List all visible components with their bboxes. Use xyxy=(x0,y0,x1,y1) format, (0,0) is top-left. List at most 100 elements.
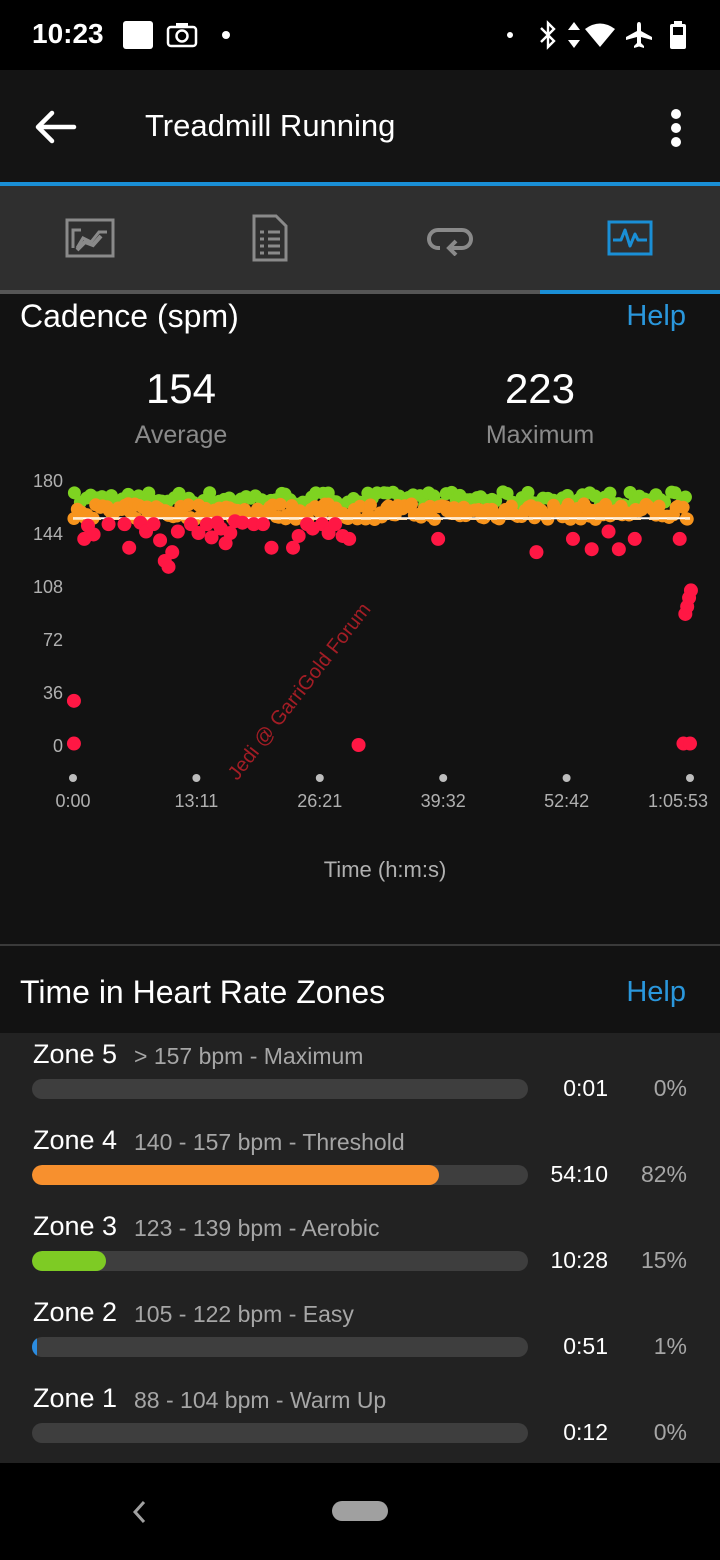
cadence-point-red xyxy=(86,527,101,542)
x-tick-label: 1:05:53 xyxy=(648,791,708,811)
cadence-point-red xyxy=(683,736,697,751)
zone-progress-fill xyxy=(32,1165,439,1185)
document-list-icon xyxy=(252,214,288,262)
y-tick-label: 108 xyxy=(33,577,63,597)
cadence-point-green xyxy=(668,486,682,500)
zone-time: 0:12 xyxy=(563,1419,608,1445)
map-chart-icon xyxy=(65,218,115,258)
status-time: 10:23 xyxy=(32,18,104,49)
more-vert-icon xyxy=(671,109,681,119)
cadence-point-red xyxy=(611,542,626,557)
maximum-value: 223 xyxy=(504,365,576,412)
cadence-point-green xyxy=(678,490,692,504)
cadence-point-green xyxy=(427,489,441,503)
zone-row-3[interactable]: Zone 3 123 - 139 bpm - Aerobic 10:28 15% xyxy=(0,1205,720,1291)
x-tick-label: 0:00 xyxy=(55,791,90,811)
zone-name: Zone 1 xyxy=(33,1383,118,1413)
cadence-help-link[interactable]: Help xyxy=(626,300,686,332)
zone-row-1[interactable]: Zone 1 88 - 104 bpm - Warm Up 0:12 0% xyxy=(0,1377,720,1463)
tab-bar xyxy=(0,186,720,290)
x-tick-dot xyxy=(686,774,694,782)
y-tick-label: 0 xyxy=(53,736,63,756)
zone-row-4[interactable]: Zone 4 140 - 157 bpm - Threshold 54:10 8… xyxy=(0,1119,720,1205)
cadence-point-red xyxy=(204,530,219,545)
zone-time: 0:51 xyxy=(563,1333,608,1359)
tab-charts[interactable] xyxy=(540,186,720,290)
y-tick-label: 180 xyxy=(33,471,63,491)
zone-range: > 157 bpm - Maximum xyxy=(134,1043,364,1069)
y-tick-label: 144 xyxy=(33,524,63,544)
cadence-point-green xyxy=(67,486,81,500)
cadence-point-red xyxy=(165,545,180,560)
cadence-point-red xyxy=(683,583,698,598)
cadence-point-orange xyxy=(181,498,195,512)
nav-back-chevron-icon[interactable] xyxy=(126,1497,154,1527)
zones-header: Time in Heart Rate Zones Help xyxy=(0,946,720,1033)
zones-title: Time in Heart Rate Zones xyxy=(20,974,386,1010)
cadence-point-red xyxy=(66,736,81,751)
cadence-chart: 180 144 108 72 36 0 0:00 13:11 26:21 39:32 52:42 1:… xyxy=(33,471,708,882)
cadence-point-red xyxy=(328,517,343,532)
zone-row-5[interactable]: Zone 5 > 157 bpm - Maximum 0:01 0% xyxy=(0,1033,720,1119)
zone-progress-track xyxy=(32,1423,528,1443)
zones-help-link[interactable]: Help xyxy=(626,976,686,1008)
cadence-point-red xyxy=(146,517,161,532)
zone-range: 140 - 157 bpm - Threshold xyxy=(134,1129,405,1155)
accent-line xyxy=(0,182,720,186)
app-bar: Treadmill Running xyxy=(0,70,720,183)
data-arrows-icon xyxy=(568,22,580,48)
more-vert-icon xyxy=(671,123,681,133)
zone-progress-fill xyxy=(32,1251,107,1271)
zone-name: Zone 2 xyxy=(33,1297,118,1327)
cadence-point-red xyxy=(191,526,206,540)
x-tick-dot xyxy=(439,774,448,782)
maximum-label: Maximum xyxy=(485,421,595,449)
cadence-point-red xyxy=(235,515,250,530)
back-button[interactable] xyxy=(30,104,80,150)
zone-time: 10:28 xyxy=(550,1247,608,1273)
zone-percent: 15% xyxy=(640,1247,687,1273)
camera-icon xyxy=(166,23,198,48)
cadence-point-red xyxy=(223,526,238,540)
tab-underline xyxy=(0,290,540,294)
cadence-point-red xyxy=(291,528,306,543)
zone-time: 0:01 xyxy=(563,1075,608,1101)
zone-name: Zone 4 xyxy=(33,1125,118,1155)
zone-time: 54:10 xyxy=(550,1161,608,1187)
zone-range: 88 - 104 bpm - Warm Up xyxy=(134,1387,387,1413)
more-vert-icon xyxy=(671,137,681,147)
dot-icon xyxy=(222,31,230,39)
system-nav-bar xyxy=(0,1463,720,1560)
cadence-point-red xyxy=(351,738,366,752)
x-tick-label: 13:11 xyxy=(175,791,219,811)
home-pill-icon[interactable] xyxy=(332,1501,388,1521)
battery-icon xyxy=(670,21,686,49)
tab-overview[interactable] xyxy=(0,186,180,290)
cadence-point-orange xyxy=(273,497,287,511)
bluetooth-icon xyxy=(540,20,556,50)
cadence-point-green xyxy=(521,485,535,499)
cadence-point-red xyxy=(601,524,616,539)
tab-details[interactable] xyxy=(180,186,360,290)
cadence-point-orange xyxy=(363,498,377,512)
cadence-point-red xyxy=(199,517,214,532)
dot-icon xyxy=(507,32,513,38)
cadence-point-orange xyxy=(405,497,419,511)
airplane-icon xyxy=(626,22,652,48)
cadence-point-red xyxy=(264,540,279,555)
cadence-point-red xyxy=(342,531,357,546)
section-divider xyxy=(0,944,720,946)
cadence-point-red xyxy=(286,540,301,555)
cadence-point-red xyxy=(672,531,687,546)
tab-laps[interactable] xyxy=(360,186,540,290)
zone-name: Zone 3 xyxy=(33,1211,118,1241)
cadence-point-red xyxy=(122,540,137,555)
zone-progress-track xyxy=(32,1337,528,1357)
zone-row-2[interactable]: Zone 2 105 - 122 bpm - Easy 0:51 1% xyxy=(0,1291,720,1377)
more-options-button[interactable] xyxy=(662,106,690,150)
zone-name: Zone 5 xyxy=(33,1039,118,1069)
cadence-point-green xyxy=(203,486,217,500)
x-tick-dot xyxy=(315,774,324,782)
cadence-point-red xyxy=(627,531,642,546)
y-tick-label: 36 xyxy=(43,683,63,703)
